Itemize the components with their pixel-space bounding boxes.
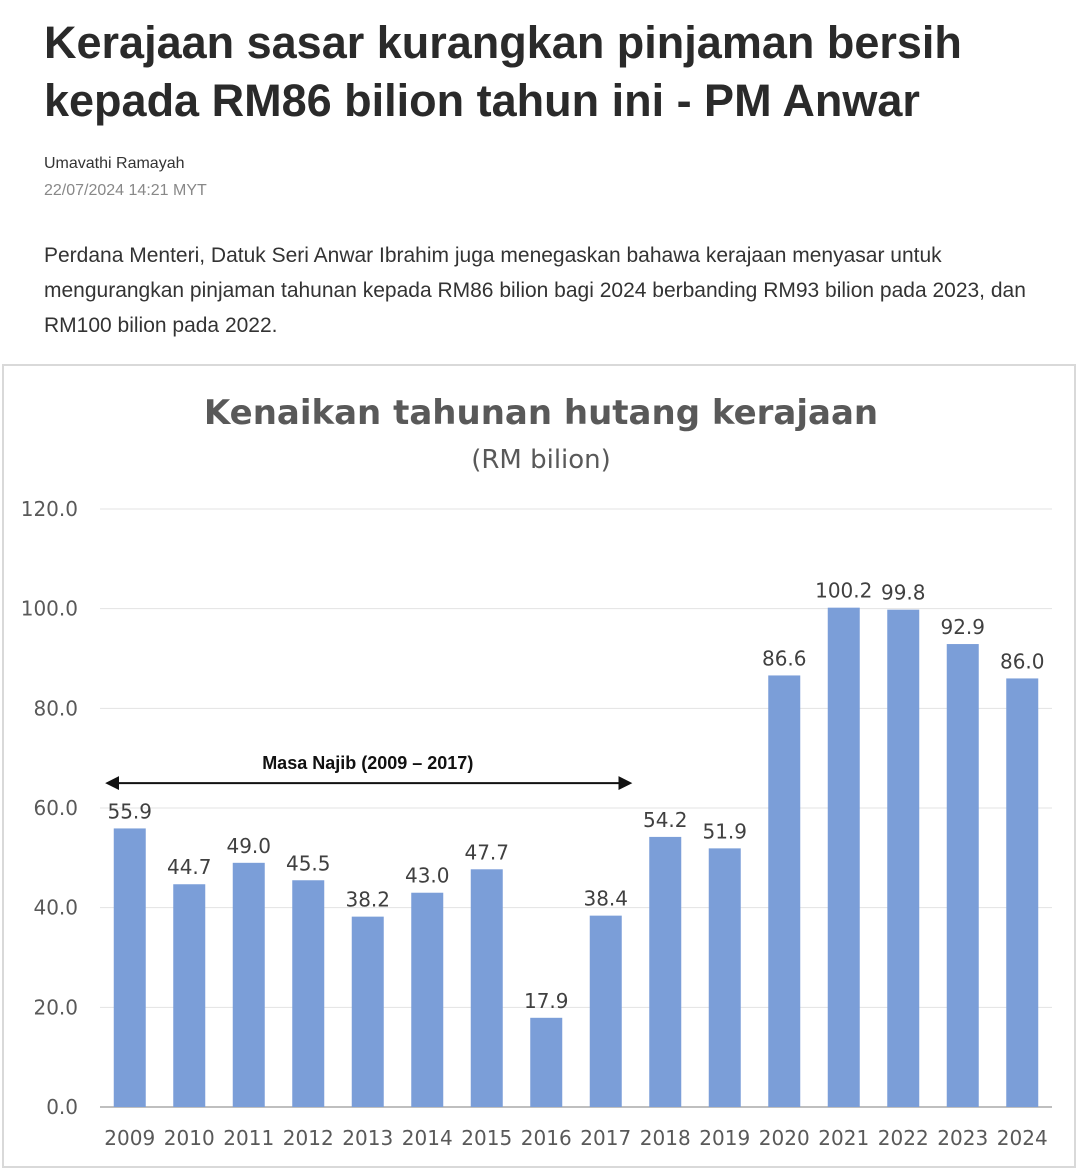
article-lead-paragraph: Perdana Menteri, Datuk Seri Anwar Ibrahi…	[44, 244, 1026, 337]
x-tick-label-2021: 2021	[818, 1126, 869, 1150]
x-tick-label-2009: 2009	[104, 1126, 155, 1150]
y-tick-label: 80.0	[33, 696, 78, 720]
y-tick-label: 0.0	[46, 1095, 78, 1119]
bar-2021	[827, 607, 860, 1107]
x-tick-label-2023: 2023	[937, 1126, 988, 1150]
data-label-2023: 92.9	[940, 615, 985, 639]
bar-2022	[887, 609, 920, 1107]
data-label-2012: 45.5	[286, 851, 331, 875]
x-tick-label-2010: 2010	[164, 1126, 215, 1150]
data-label-2011: 49.0	[226, 834, 271, 858]
data-label-2022: 99.8	[881, 581, 926, 605]
bar-2013	[351, 916, 384, 1107]
x-tick-label-2012: 2012	[283, 1126, 334, 1150]
data-label-2020: 86.6	[762, 646, 807, 670]
y-tick-label: 40.0	[33, 896, 78, 920]
chart-data-labels: 55.9 44.7 49.0 45.5 38.2 43.0 47.7 17.9 38.4 54.2…	[107, 579, 1044, 1013]
y-tick-label: 20.0	[33, 995, 78, 1019]
y-tick-label: 60.0	[33, 796, 78, 820]
annotation-label: Masa Najib (2009 – 2017)	[262, 753, 473, 773]
data-label-2016: 17.9	[524, 989, 569, 1013]
bar-2019	[708, 848, 741, 1107]
bar-2024	[1006, 678, 1039, 1107]
najib-era-annotation: Masa Najib (2009 – 2017)	[105, 753, 633, 791]
bar-2014	[411, 892, 444, 1107]
data-label-2014: 43.0	[405, 864, 450, 888]
data-label-2019: 51.9	[702, 819, 747, 843]
x-tick-label-2017: 2017	[580, 1126, 631, 1150]
x-tick-label-2024: 2024	[997, 1126, 1048, 1150]
bar-2017	[589, 915, 622, 1107]
x-tick-label-2018: 2018	[640, 1126, 691, 1150]
bar-2010	[173, 884, 206, 1107]
bar-2020	[768, 675, 801, 1107]
x-tick-label-2019: 2019	[699, 1126, 750, 1150]
data-label-2021: 100.2	[815, 579, 872, 603]
data-label-2015: 47.7	[464, 840, 509, 864]
article-headline: Kerajaan sasar kurangkan pinjaman bersih…	[44, 17, 962, 126]
x-tick-label-2022: 2022	[878, 1126, 929, 1150]
bar-2016	[530, 1017, 563, 1107]
x-tick-label-2011: 2011	[223, 1126, 274, 1150]
x-tick-label-2013: 2013	[342, 1126, 393, 1150]
article-timestamp: 22/07/2024 14:21 MYT	[44, 182, 207, 199]
data-label-2024: 86.0	[1000, 649, 1045, 673]
chart-image-frame: Kenaikan tahunan hutang kerajaan (RM bil…	[2, 364, 1076, 1168]
x-tick-label-2015: 2015	[461, 1126, 512, 1150]
bar-2015	[470, 869, 503, 1107]
x-axis: 2009 2010 2011 2012 2013 2014 2015 2016 2017 2018…	[104, 1126, 1047, 1150]
y-tick-label: 120.0	[21, 497, 78, 521]
y-tick-label: 100.0	[21, 597, 78, 621]
chart-bars	[113, 607, 1039, 1107]
bar-2012	[292, 880, 325, 1107]
chart-title: Kenaikan tahunan hutang kerajaan	[204, 393, 878, 433]
bar-chart: Kenaikan tahunan hutang kerajaan (RM bil…	[21, 393, 1052, 1150]
chart-subtitle: (RM bilion)	[471, 445, 611, 475]
bar-2018	[649, 836, 682, 1107]
article-author[interactable]: Umavathi Ramayah	[44, 155, 185, 172]
data-label-2010: 44.7	[167, 855, 212, 879]
data-label-2013: 38.2	[345, 888, 390, 912]
x-tick-label-2014: 2014	[402, 1126, 453, 1150]
data-label-2017: 38.4	[583, 887, 628, 911]
x-tick-label-2020: 2020	[759, 1126, 810, 1150]
x-tick-label-2016: 2016	[521, 1126, 572, 1150]
bar-2011	[232, 862, 265, 1107]
y-axis: 0.0 20.0 40.0 60.0 80.0 100.0 120.0	[21, 497, 78, 1119]
bar-2023	[946, 644, 979, 1107]
data-label-2018: 54.2	[643, 808, 688, 832]
bar-2009	[113, 828, 146, 1107]
data-label-2009: 55.9	[107, 799, 152, 823]
